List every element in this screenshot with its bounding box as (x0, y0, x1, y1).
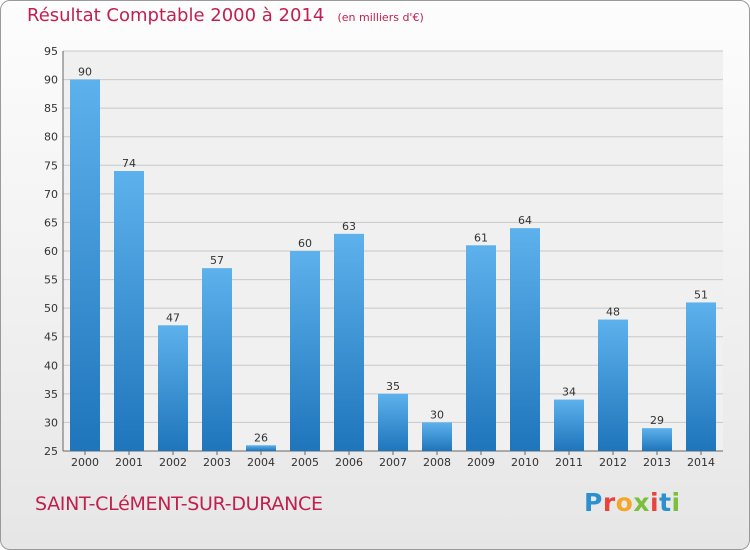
logo-letter: i (650, 488, 660, 517)
bar (378, 393, 408, 451)
bar (114, 171, 144, 451)
title-row: Résultat Comptable 2000 à 2014 (en milli… (27, 5, 424, 26)
data-label: 90 (78, 66, 92, 79)
y-tick-label: 70 (44, 188, 58, 201)
data-label: 47 (166, 311, 180, 324)
y-tick-label: 65 (44, 216, 58, 229)
x-tick-label: 2010 (511, 456, 539, 469)
logo-letter: t (659, 488, 672, 517)
y-tick-label: 95 (44, 45, 58, 58)
x-tick-label: 2001 (115, 456, 143, 469)
data-label: 34 (562, 386, 576, 399)
x-tick-label: 2013 (643, 456, 671, 469)
data-label: 74 (122, 157, 136, 170)
y-tick-label: 40 (44, 359, 58, 372)
bar (290, 251, 320, 451)
y-tick-label: 25 (44, 445, 58, 458)
data-label: 57 (210, 254, 224, 267)
y-tick-label: 30 (44, 416, 58, 429)
chart-unit-label: (en milliers d'€) (337, 11, 424, 24)
bar (246, 445, 276, 451)
bar (422, 422, 452, 451)
logo-letter: i (671, 488, 681, 517)
data-label: 51 (694, 288, 708, 301)
data-label: 63 (342, 220, 356, 233)
x-tick-label: 2005 (291, 456, 319, 469)
y-tick-label: 80 (44, 131, 58, 144)
data-label: 30 (430, 408, 444, 421)
x-tick-label: 2000 (71, 456, 99, 469)
x-tick-label: 2014 (687, 456, 715, 469)
bar (598, 319, 628, 451)
data-label: 61 (474, 231, 488, 244)
bar (466, 245, 496, 451)
bar (686, 302, 716, 451)
y-tick-label: 50 (44, 302, 58, 315)
commune-name: SAINT-CLéMENT-SUR-DURANCE (35, 493, 323, 515)
data-label: 64 (518, 214, 532, 227)
data-label: 26 (254, 431, 268, 444)
logo-letter: P (584, 488, 603, 517)
x-tick-label: 2007 (379, 456, 407, 469)
y-tick-label: 90 (44, 74, 58, 87)
bar (510, 228, 540, 451)
x-tick-label: 2012 (599, 456, 627, 469)
logo-letter: r (602, 488, 616, 517)
y-tick-label: 85 (44, 102, 58, 115)
y-tick-label: 75 (44, 159, 58, 172)
data-label: 35 (386, 380, 400, 393)
y-tick-label: 55 (44, 274, 58, 287)
y-tick-label: 35 (44, 388, 58, 401)
logo-letter: x (633, 488, 650, 517)
x-tick-label: 2004 (247, 456, 275, 469)
bar (70, 79, 100, 452)
x-tick-label: 2002 (159, 456, 187, 469)
data-label: 60 (298, 237, 312, 250)
data-label: 48 (606, 306, 620, 319)
bar (642, 428, 672, 451)
x-tick-label: 2006 (335, 456, 363, 469)
bar (202, 268, 232, 451)
x-tick-label: 2011 (555, 456, 583, 469)
bar (554, 399, 584, 451)
proxiti-logo[interactable]: Proxiti (584, 488, 681, 517)
bar (158, 325, 188, 451)
x-tick-label: 2008 (423, 456, 451, 469)
y-tick-label: 60 (44, 245, 58, 258)
logo-letter: o (615, 488, 634, 517)
x-tick-label: 2009 (467, 456, 495, 469)
chart-title: Résultat Comptable 2000 à 2014 (27, 5, 325, 26)
x-tick-label: 2003 (203, 456, 231, 469)
data-label: 29 (650, 414, 664, 427)
bar (334, 233, 364, 451)
y-tick-label: 45 (44, 331, 58, 344)
